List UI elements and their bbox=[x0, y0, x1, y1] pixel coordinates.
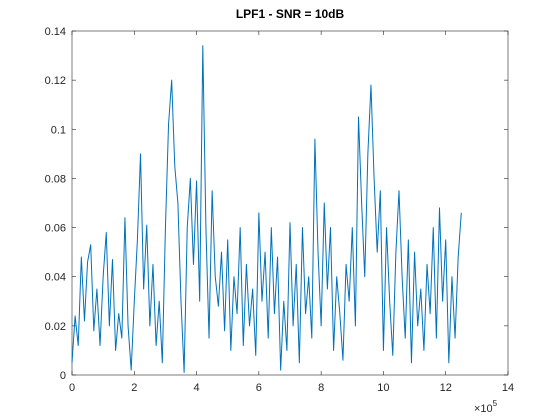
y-tick-label: 0.04 bbox=[45, 272, 66, 284]
y-tick-label: 0.08 bbox=[45, 173, 66, 185]
y-tick-label: 0.12 bbox=[45, 75, 66, 87]
x-tick-label: 8 bbox=[318, 382, 324, 394]
x-tick-label: 14 bbox=[502, 382, 514, 394]
x-exponent-power: 5 bbox=[493, 399, 498, 408]
data-line bbox=[71, 45, 462, 374]
y-tick-label: 0.06 bbox=[45, 223, 66, 235]
y-tick-label: 0.14 bbox=[45, 26, 66, 38]
y-tick-label: 0 bbox=[60, 370, 66, 382]
axes-box bbox=[71, 30, 509, 376]
x-tick-label: 12 bbox=[440, 382, 452, 394]
y-tick-label: 0.02 bbox=[45, 321, 66, 333]
x-tick-label: 10 bbox=[377, 382, 389, 394]
x-exponent-base: ×10 bbox=[474, 403, 493, 415]
x-tick-label: 0 bbox=[69, 382, 75, 394]
chart-title: LPF1 - SNR = 10dB bbox=[236, 7, 345, 21]
x-tick-label: 4 bbox=[194, 382, 200, 394]
x-tick-label: 2 bbox=[131, 382, 137, 394]
x-exponent: ×105 bbox=[474, 399, 498, 415]
x-tick-label: 6 bbox=[256, 382, 262, 394]
y-tick-label: 0.1 bbox=[51, 124, 66, 136]
